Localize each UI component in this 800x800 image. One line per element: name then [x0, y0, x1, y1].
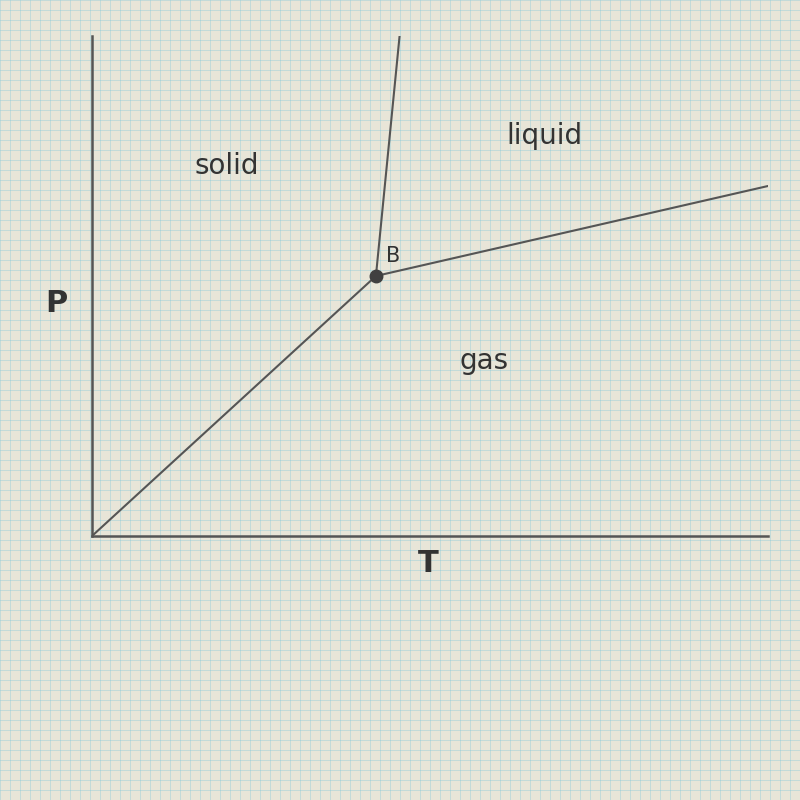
Text: solid: solid — [195, 152, 259, 180]
Text: T: T — [418, 550, 438, 578]
Text: P: P — [45, 290, 67, 318]
Text: liquid: liquid — [507, 122, 583, 150]
Text: gas: gas — [459, 347, 509, 375]
Text: B: B — [386, 246, 400, 266]
